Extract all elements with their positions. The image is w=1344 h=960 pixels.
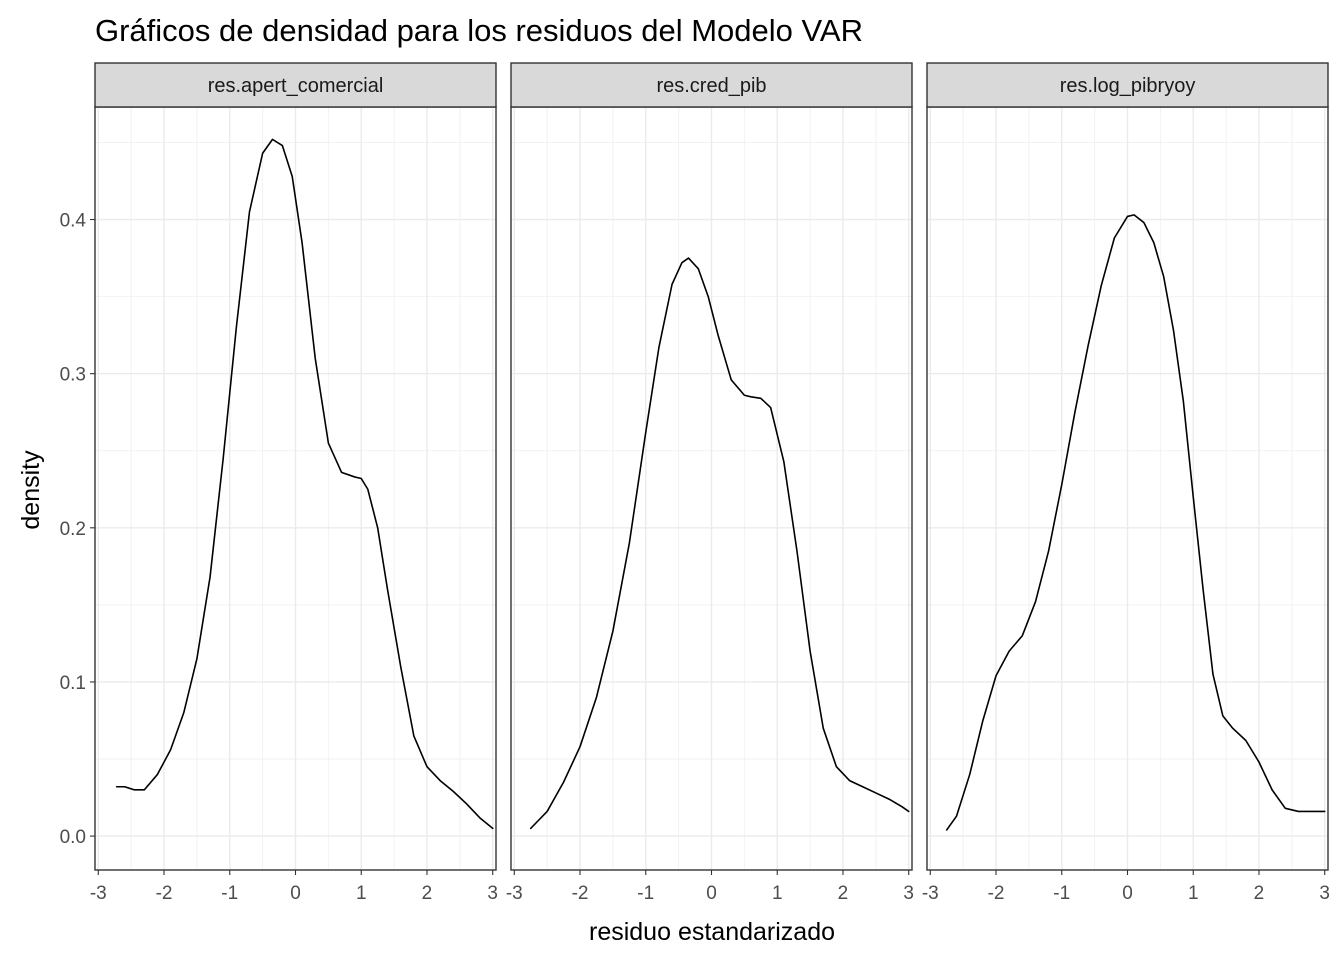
x-tick-label: -1 <box>1053 883 1070 904</box>
density-curve-line <box>529 257 910 830</box>
density-curve-line <box>945 214 1326 831</box>
facet-strip <box>510 62 913 108</box>
y-tick-label: 0.0 <box>60 827 86 848</box>
x-tick-label: 0 <box>706 883 717 904</box>
y-axis-title: density <box>17 450 45 530</box>
x-tick-label: -1 <box>221 883 238 904</box>
x-tick-label: 0 <box>290 883 301 904</box>
facet-panel: res.apert_comercial -3 -2 -1 0 1 2 3 <box>90 62 498 904</box>
facet-panels: res.apert_comercial-3 -2 -1 0 1 2 3res.cred_pi… <box>90 62 1330 904</box>
x-tick-label: 2 <box>1254 883 1265 904</box>
x-tick-label: 1 <box>772 883 783 904</box>
x-tick-label: -2 <box>988 883 1005 904</box>
x-tick-label: 1 <box>356 883 367 904</box>
facet-panel: res.log_pibryoy -3 -2 -1 0 1 2 3 <box>922 62 1330 904</box>
facet-strip-label: res.apert_comercial <box>208 75 384 97</box>
x-tick-label: -2 <box>156 883 173 904</box>
facet-strip <box>926 62 1329 108</box>
x-tick-label: -2 <box>572 883 589 904</box>
x-tick-label: -3 <box>922 883 939 904</box>
facet-strip-label: res.cred_pib <box>656 75 766 97</box>
x-tick-label: 2 <box>422 883 433 904</box>
x-tick-label: 0 <box>1122 883 1133 904</box>
density-curve-line <box>115 138 494 830</box>
x-tick-label: -1 <box>637 883 654 904</box>
y-axis: 0.0 0.1 0.2 0.3 0.4 <box>60 211 95 848</box>
x-tick-label: -3 <box>90 883 107 904</box>
facet-panel: res.cred_pib -3 -2 -1 0 1 2 3 <box>506 62 914 904</box>
y-tick-label: 0.3 <box>60 365 86 386</box>
x-axis-title: residuo estandarizado <box>589 918 835 946</box>
x-tick-label: -3 <box>506 883 523 904</box>
y-tick-label: 0.1 <box>60 673 86 694</box>
x-tick-label: 3 <box>487 883 498 904</box>
facet-strip-label: res.log_pibryoy <box>1060 75 1196 97</box>
facet-strip <box>94 62 497 108</box>
x-tick-label: 2 <box>838 883 849 904</box>
x-tick-label: 3 <box>903 883 914 904</box>
x-tick-label: 1 <box>1188 883 1199 904</box>
y-tick-label: 0.4 <box>60 211 87 232</box>
chart-title: Gráficos de densidad para los residuos d… <box>95 13 863 48</box>
x-tick-label: 3 <box>1319 883 1330 904</box>
y-tick-label: 0.2 <box>60 519 86 540</box>
